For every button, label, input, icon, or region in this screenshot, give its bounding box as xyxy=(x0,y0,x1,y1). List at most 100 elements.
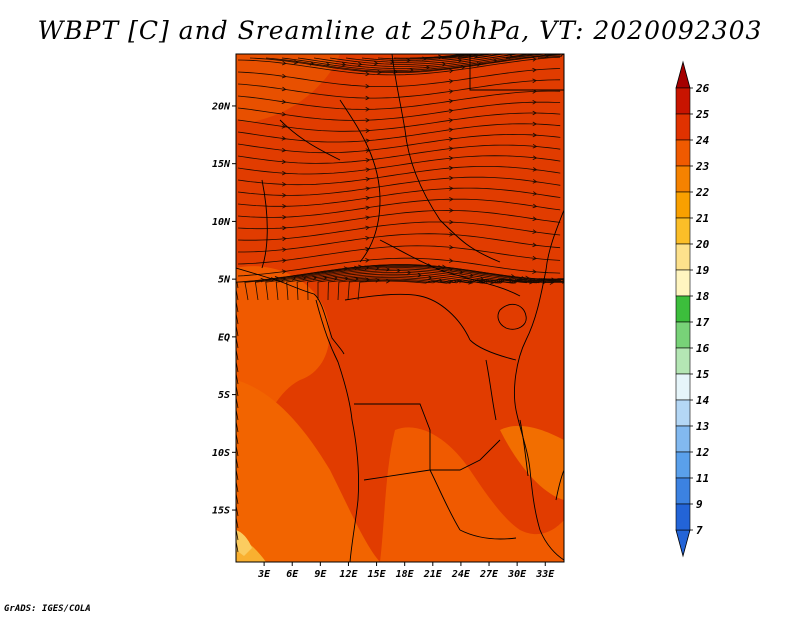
streamline-arrow xyxy=(448,127,454,133)
streamline-arrow xyxy=(365,71,370,77)
lat-tick-label: 20N xyxy=(211,101,231,112)
streamline xyxy=(237,68,561,87)
colorbar-label: 17 xyxy=(696,316,710,329)
border-line xyxy=(279,119,341,161)
streamline-arrow xyxy=(460,65,466,70)
streamline-arrow xyxy=(365,138,371,144)
streamline-arrow xyxy=(281,258,287,263)
streamline-arrow xyxy=(354,265,359,271)
colorbar-segment xyxy=(675,321,691,349)
border-line xyxy=(469,54,564,91)
streamline-arrow xyxy=(449,208,454,213)
field-cooler-southwest xyxy=(236,380,380,562)
streamline-arrow xyxy=(532,179,538,184)
streamline-arrow xyxy=(281,99,287,104)
streamline xyxy=(237,56,561,76)
streamline xyxy=(237,133,561,154)
streamline-arrow xyxy=(365,95,370,101)
colorbar-segment xyxy=(675,347,691,375)
streamline-arrow xyxy=(365,225,371,231)
streamline-arrow xyxy=(560,54,564,57)
lon-tick-label: 12E xyxy=(339,569,358,580)
streamline xyxy=(337,278,562,301)
streamline-arrow xyxy=(270,277,276,282)
streamline xyxy=(297,54,533,69)
colorbar-label: 24 xyxy=(695,134,710,147)
colorbar-segment xyxy=(675,87,691,115)
streamline xyxy=(237,245,561,265)
east-africa-coast xyxy=(514,209,564,561)
streamline-arrow xyxy=(449,68,454,74)
lake-victoria xyxy=(497,303,527,330)
streamline-arrow xyxy=(532,57,537,62)
lon-tick-label: 30E xyxy=(507,569,527,580)
colorbar-label: 18 xyxy=(696,290,710,303)
streamline-arrow xyxy=(282,193,287,198)
streamline-arrow xyxy=(365,107,371,112)
latitude-axis: 20N 15N 10N 5N EQ 5S 10S 15S xyxy=(211,101,236,517)
streamline-arrow xyxy=(510,274,516,279)
streamline-arrow xyxy=(532,110,538,116)
streamline xyxy=(347,278,561,301)
streamline-arrow xyxy=(282,204,287,209)
border-line xyxy=(459,529,517,540)
streamline-arrow xyxy=(448,108,454,114)
streamline xyxy=(281,54,550,71)
temperature-field xyxy=(236,54,564,562)
streamline-arrow xyxy=(281,159,287,164)
streamline-arrow xyxy=(532,143,538,149)
lon-tick-label: 24E xyxy=(451,569,471,580)
streamline-arrow xyxy=(341,62,347,67)
colorbar-segment xyxy=(675,113,691,141)
grads-credit: GrADS: IGES/COLA xyxy=(4,604,91,614)
colorbar-segment xyxy=(675,477,691,505)
lon-tick-label: 33E xyxy=(535,569,555,580)
field-warm-northwest xyxy=(236,54,340,123)
lat-tick-label: EQ xyxy=(218,332,230,343)
streamline xyxy=(409,54,468,59)
streamline-arrow xyxy=(449,232,454,237)
west-southern-coast xyxy=(315,299,359,562)
streamlines xyxy=(236,54,564,553)
colorbar-segment xyxy=(675,243,691,271)
streamline-arrow xyxy=(532,67,537,73)
streamline-arrow xyxy=(532,203,538,209)
field-cooler-corner xyxy=(236,530,252,556)
colorbar-segment xyxy=(675,295,691,323)
border-line xyxy=(354,403,431,470)
lat-tick-label: 15N xyxy=(212,159,231,170)
streamline-arrow xyxy=(281,136,287,141)
streamline-arrow xyxy=(427,275,433,280)
streamline xyxy=(345,54,494,63)
streamline xyxy=(237,144,561,164)
streamline-arrow xyxy=(532,167,538,172)
streamline-arrow xyxy=(532,242,538,248)
streamline xyxy=(473,54,504,59)
streamline-arrow xyxy=(365,236,370,241)
streamline-arrow xyxy=(532,191,538,196)
streamline-arrow xyxy=(357,61,363,67)
streamline-arrow xyxy=(449,186,454,191)
colorbar-label: 12 xyxy=(696,446,710,459)
streamline-arrow xyxy=(282,182,287,187)
streamline xyxy=(265,54,564,73)
streamline xyxy=(307,273,562,301)
streamline-arrow xyxy=(448,79,454,84)
streamline xyxy=(377,54,476,60)
field-cooler-south xyxy=(380,427,564,562)
streamline xyxy=(238,233,561,253)
colorbar-label: 23 xyxy=(695,160,710,173)
streamline-arrow xyxy=(281,124,287,129)
streamline-arrow xyxy=(281,60,287,66)
streamline-arrow xyxy=(532,121,538,127)
colorbar-segment xyxy=(675,217,691,245)
map-frame xyxy=(235,53,565,563)
coastlines-borders xyxy=(236,54,564,562)
colorbar-segment xyxy=(675,165,691,193)
chart-title: WBPT [C] and Sreamline at 250hPa, VT: 20… xyxy=(37,16,763,45)
streamline-arrow xyxy=(281,170,287,176)
streamline-arrow xyxy=(449,244,454,250)
colorbar-segment xyxy=(675,191,691,219)
lat-tick-label: 10S xyxy=(212,448,230,459)
